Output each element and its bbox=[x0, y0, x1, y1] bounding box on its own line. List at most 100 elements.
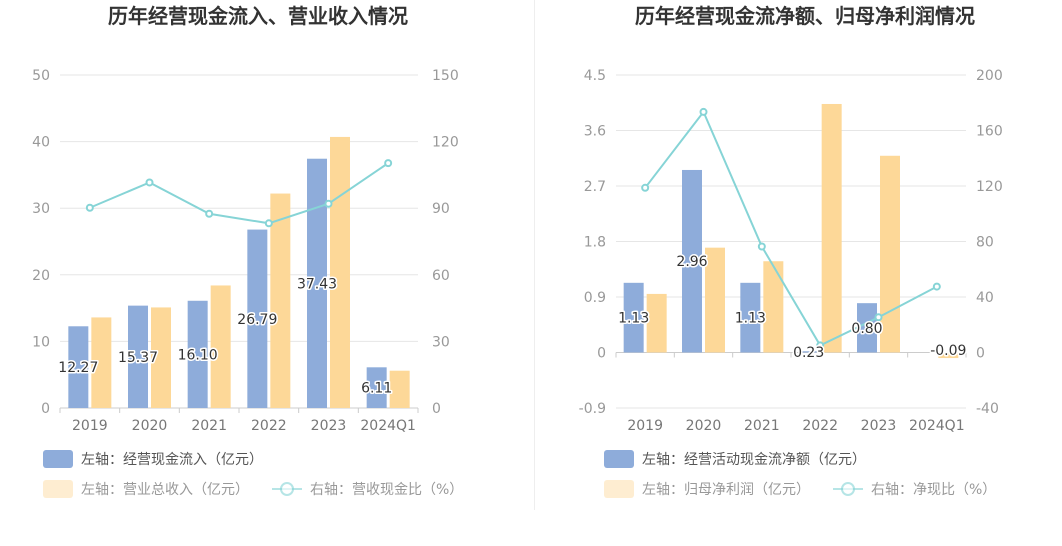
ratio-line bbox=[644, 109, 938, 347]
bar-value-label: 15.37 bbox=[118, 350, 158, 366]
y-tick-left: 30 bbox=[32, 201, 50, 217]
bar-primary bbox=[623, 282, 644, 353]
x-tick-label: 2019 bbox=[72, 418, 108, 434]
bar-secondary bbox=[646, 293, 667, 353]
legend-swatch bbox=[43, 450, 73, 468]
bar-primary bbox=[307, 158, 327, 408]
y-tick-right: 200 bbox=[976, 68, 1003, 84]
y-tick-left: 0 bbox=[41, 401, 50, 417]
y-tick-right: 120 bbox=[976, 179, 1003, 195]
panel-divider bbox=[534, 0, 535, 510]
y-tick-left: 20 bbox=[32, 268, 50, 284]
chart-net-cash-profit: 历年经营现金流净额、归母净利润情况 -0.9 0 0.9 1.8 2.7 3.6 4.5 -4… bbox=[579, 4, 1003, 498]
bar-secondary bbox=[821, 103, 842, 353]
ratio-point bbox=[384, 159, 393, 168]
bar-secondary bbox=[151, 307, 171, 408]
bar-primary bbox=[187, 300, 208, 408]
y-tick-left: 0.9 bbox=[584, 290, 606, 306]
chart-panel-net-cash-profit: 历年经营现金流净额、归母净利润情况 -0.9 0 0.9 1.8 2.7 3.6 4.5 -4… bbox=[531, 0, 1062, 546]
chart-panel-cash-inflow-revenue: 历年经营现金流入、营业收入情况 0 10 20 30 40 50 0 30 60 90 120 150… bbox=[32, 4, 463, 498]
ratio-point bbox=[757, 242, 766, 251]
ratio-point bbox=[699, 107, 708, 116]
y-tick-left: 10 bbox=[32, 334, 50, 350]
y-tick-right: 160 bbox=[976, 124, 1003, 140]
bar-primary bbox=[128, 305, 148, 408]
chart-title: 历年经营现金流入、营业收入情况 bbox=[108, 4, 408, 28]
bar-primary bbox=[857, 303, 877, 353]
bar-secondary bbox=[330, 136, 350, 409]
x-tick-label: 2022 bbox=[802, 418, 838, 434]
y-tick-left: 50 bbox=[32, 68, 50, 84]
x-tick-label: 2020 bbox=[132, 418, 168, 434]
y-tick-right: 0 bbox=[432, 401, 441, 417]
y-tick-right: 30 bbox=[432, 334, 450, 350]
bar-value-label: 12.27 bbox=[58, 360, 98, 376]
bar-secondary bbox=[270, 193, 291, 408]
bar-value-label: 6.11 bbox=[361, 381, 392, 397]
ratio-point bbox=[205, 209, 214, 218]
chart-cash-inflow-revenue: 历年经营现金流入、营业收入情况 0 10 20 30 40 50 0 30 60 90 120 150… bbox=[32, 4, 463, 498]
legend-swatch bbox=[43, 480, 73, 498]
bar-value-label: -0.09 bbox=[930, 343, 966, 359]
bar-primary bbox=[740, 282, 761, 353]
y-tick-right: 40 bbox=[976, 290, 994, 306]
bar-value-label: 1.13 bbox=[618, 311, 649, 327]
x-tick-label: 2024Q1 bbox=[909, 418, 965, 434]
bar-value-label: 0.23 bbox=[793, 345, 824, 361]
bar-secondary bbox=[938, 352, 959, 359]
x-tick-label: 2021 bbox=[191, 418, 227, 434]
bar-value-label: 16.10 bbox=[178, 347, 218, 363]
y-tick-left: 4.5 bbox=[584, 68, 606, 84]
x-tick-label: 2021 bbox=[744, 418, 780, 434]
x-tick-label: 2019 bbox=[627, 418, 663, 434]
ratio-point bbox=[145, 178, 154, 187]
ratio-point bbox=[874, 313, 883, 322]
bar-value-label: 26.79 bbox=[237, 312, 277, 328]
ratio-point bbox=[324, 199, 333, 208]
chart-title: 历年经营现金流净额、归母净利润情况 bbox=[635, 4, 975, 28]
x-tick-label: 2020 bbox=[686, 418, 722, 434]
legend-line-marker bbox=[280, 482, 294, 496]
x-tick-label: 2022 bbox=[251, 418, 287, 434]
legend-label: 右轴：营收现金比（%） bbox=[310, 482, 463, 498]
bar-value-label: 2.96 bbox=[676, 254, 707, 270]
y-tick-left: -0.9 bbox=[579, 401, 606, 417]
x-tick-label: 2024Q1 bbox=[360, 418, 416, 434]
bar-secondary bbox=[880, 155, 900, 353]
bar-value-label: 1.13 bbox=[735, 311, 766, 327]
y-tick-right: -40 bbox=[976, 401, 999, 417]
bar-secondary bbox=[763, 261, 784, 353]
legend-label: 右轴：净现比（%） bbox=[871, 482, 996, 498]
y-tick-left: 3.6 bbox=[584, 124, 606, 140]
y-tick-right: 150 bbox=[432, 68, 459, 84]
bar-value-label: 0.80 bbox=[851, 321, 882, 337]
legend-label: 左轴：营业总收入（亿元） bbox=[81, 482, 249, 498]
y-tick-left: 2.7 bbox=[584, 179, 606, 195]
bar-secondary bbox=[705, 247, 725, 353]
y-tick-right: 0 bbox=[976, 346, 985, 362]
bar-secondary bbox=[210, 285, 231, 408]
y-tick-right: 120 bbox=[432, 135, 459, 151]
legend-swatch bbox=[604, 480, 634, 498]
bar-primary bbox=[366, 367, 387, 408]
bar-primary bbox=[247, 229, 268, 408]
legend-label: 左轴：归母净利润（亿元） bbox=[642, 481, 810, 498]
ratio-point bbox=[264, 219, 273, 228]
y-tick-right: 80 bbox=[976, 235, 994, 251]
x-tick-label: 2023 bbox=[861, 418, 897, 434]
y-tick-left: 1.8 bbox=[584, 235, 606, 251]
y-tick-right: 60 bbox=[432, 268, 450, 284]
bar-value-label: 37.43 bbox=[297, 276, 337, 292]
y-tick-right: 90 bbox=[432, 201, 450, 217]
ratio-line bbox=[89, 162, 389, 225]
bar-primary bbox=[682, 169, 702, 353]
ratio-point bbox=[85, 203, 94, 212]
x-tick-label: 2023 bbox=[311, 418, 347, 434]
bar-secondary bbox=[389, 370, 410, 408]
ratio-point bbox=[932, 282, 941, 291]
y-tick-left: 0 bbox=[597, 346, 606, 362]
legend-label: 左轴：经营现金流入（亿元） bbox=[81, 452, 263, 468]
legend-label: 左轴：经营活动现金流净额（亿元） bbox=[642, 452, 866, 468]
legend-swatch bbox=[604, 450, 634, 468]
